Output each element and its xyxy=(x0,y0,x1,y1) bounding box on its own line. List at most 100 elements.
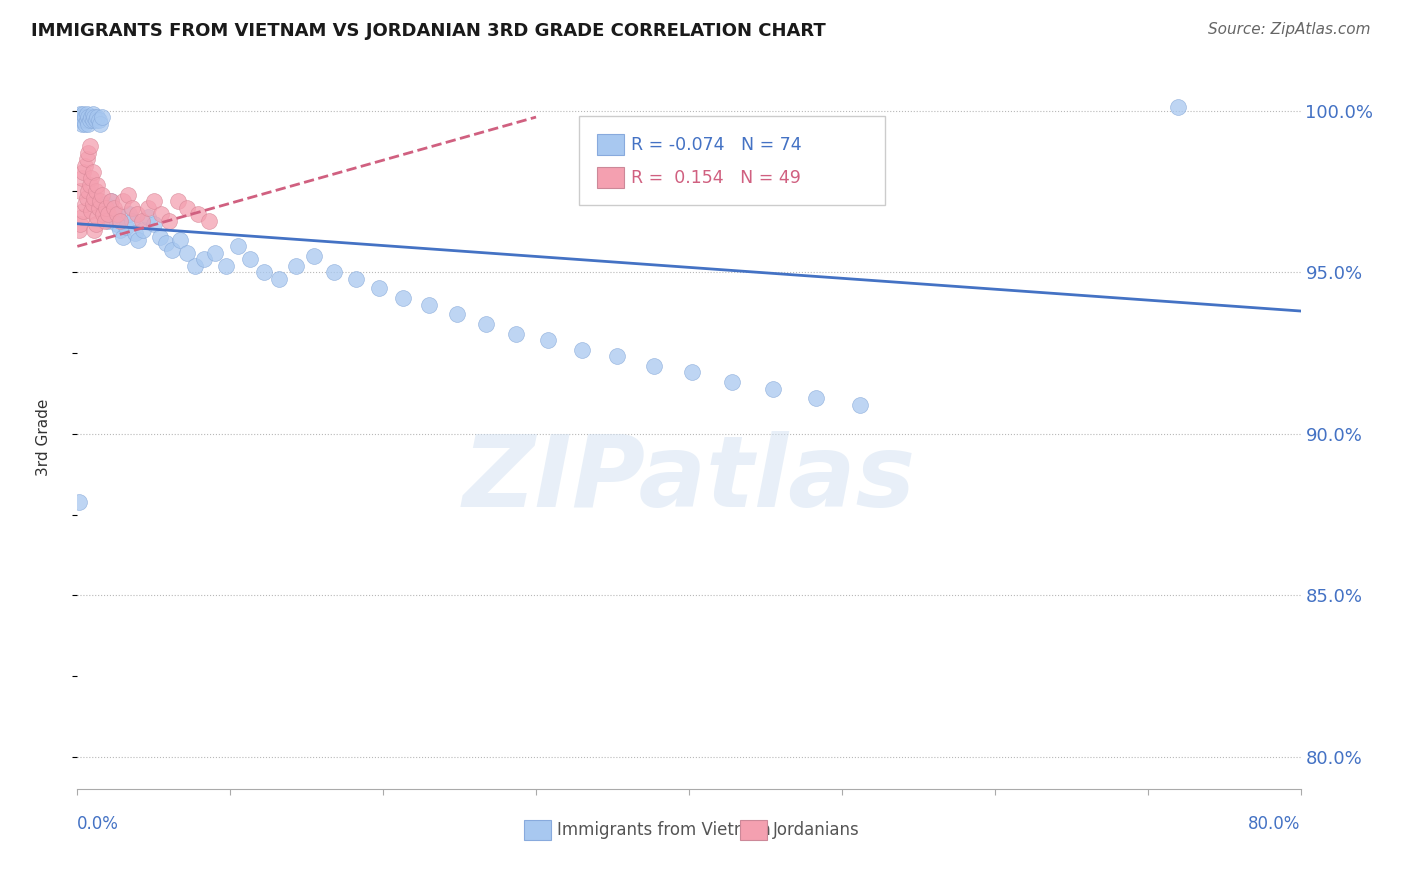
Point xyxy=(80,203,103,218)
Point xyxy=(643,359,665,373)
Point xyxy=(115,219,138,234)
Point xyxy=(142,217,165,231)
Point xyxy=(100,194,122,208)
Point xyxy=(344,271,367,285)
Point xyxy=(70,171,93,186)
Point xyxy=(124,227,146,241)
Point xyxy=(606,349,628,363)
Point xyxy=(214,259,236,273)
Point xyxy=(160,243,183,257)
Point xyxy=(86,211,108,225)
Point xyxy=(323,265,346,279)
Point xyxy=(103,201,125,215)
Point xyxy=(367,281,389,295)
Point xyxy=(121,201,143,215)
Point xyxy=(76,152,98,166)
Point xyxy=(446,307,468,321)
Point xyxy=(82,165,104,179)
Point xyxy=(67,494,90,508)
Text: 80.0%: 80.0% xyxy=(1249,815,1301,833)
Point xyxy=(121,213,143,227)
Text: IMMIGRANTS FROM VIETNAM VS JORDANIAN 3RD GRADE CORRELATION CHART: IMMIGRANTS FROM VIETNAM VS JORDANIAN 3RD… xyxy=(31,22,825,40)
Point xyxy=(84,185,107,199)
Point xyxy=(97,213,120,227)
Point xyxy=(80,110,103,124)
Text: Source: ZipAtlas.com: Source: ZipAtlas.com xyxy=(1208,22,1371,37)
Point xyxy=(157,213,180,227)
Point xyxy=(184,259,207,273)
Point xyxy=(83,223,105,237)
Point xyxy=(89,116,111,130)
Point xyxy=(112,229,135,244)
Point xyxy=(720,375,742,389)
Point xyxy=(76,113,98,128)
Point xyxy=(285,259,308,273)
Point xyxy=(1167,100,1189,114)
Point xyxy=(392,291,415,305)
Point xyxy=(77,110,100,124)
Point xyxy=(77,185,100,199)
Point xyxy=(96,201,118,215)
Point xyxy=(269,271,291,285)
Point xyxy=(83,110,105,124)
Point xyxy=(505,326,527,341)
Point xyxy=(226,239,249,253)
Point xyxy=(142,194,165,208)
Point xyxy=(72,203,94,218)
Bar xyxy=(598,167,624,188)
Bar xyxy=(741,821,768,840)
Point xyxy=(167,194,190,208)
Point xyxy=(70,116,93,130)
Point xyxy=(67,110,90,124)
Point xyxy=(418,297,440,311)
Point xyxy=(90,187,112,202)
Point xyxy=(79,178,101,192)
Point xyxy=(70,110,93,124)
Point xyxy=(77,145,100,160)
Point xyxy=(239,252,262,267)
Point xyxy=(105,217,128,231)
Point xyxy=(69,113,91,128)
Point xyxy=(84,217,107,231)
Point xyxy=(150,207,173,221)
Point xyxy=(149,229,172,244)
Point xyxy=(108,213,131,227)
Point xyxy=(73,159,96,173)
Text: R = -0.074   N = 74: R = -0.074 N = 74 xyxy=(631,136,801,153)
Point xyxy=(176,245,198,260)
Point xyxy=(76,107,98,121)
Point xyxy=(91,207,114,221)
FancyBboxPatch shape xyxy=(579,117,884,204)
Point xyxy=(69,185,91,199)
Point xyxy=(537,333,560,347)
Point xyxy=(79,139,101,153)
Point xyxy=(82,113,104,128)
Text: Jordanians: Jordanians xyxy=(773,822,860,839)
Text: ZIPatlas: ZIPatlas xyxy=(463,431,915,528)
Point xyxy=(83,191,105,205)
Bar xyxy=(598,134,624,155)
Point xyxy=(79,113,101,128)
Point xyxy=(304,249,326,263)
Point xyxy=(804,392,827,406)
Point xyxy=(112,194,135,208)
Bar xyxy=(524,821,551,840)
Point xyxy=(198,213,221,227)
Point xyxy=(108,223,131,237)
Point xyxy=(132,223,155,237)
Point xyxy=(131,213,153,227)
Point xyxy=(169,233,191,247)
Point xyxy=(90,110,112,124)
Point xyxy=(204,245,226,260)
Point xyxy=(73,116,96,130)
Text: Immigrants from Vietnam: Immigrants from Vietnam xyxy=(557,822,770,839)
Text: 0.0%: 0.0% xyxy=(77,815,120,833)
Point xyxy=(155,236,177,251)
Point xyxy=(87,113,110,128)
Point xyxy=(176,201,198,215)
Point xyxy=(100,194,122,208)
Point xyxy=(127,233,149,247)
Point xyxy=(91,203,114,218)
Point xyxy=(103,207,125,221)
Point xyxy=(97,207,120,221)
